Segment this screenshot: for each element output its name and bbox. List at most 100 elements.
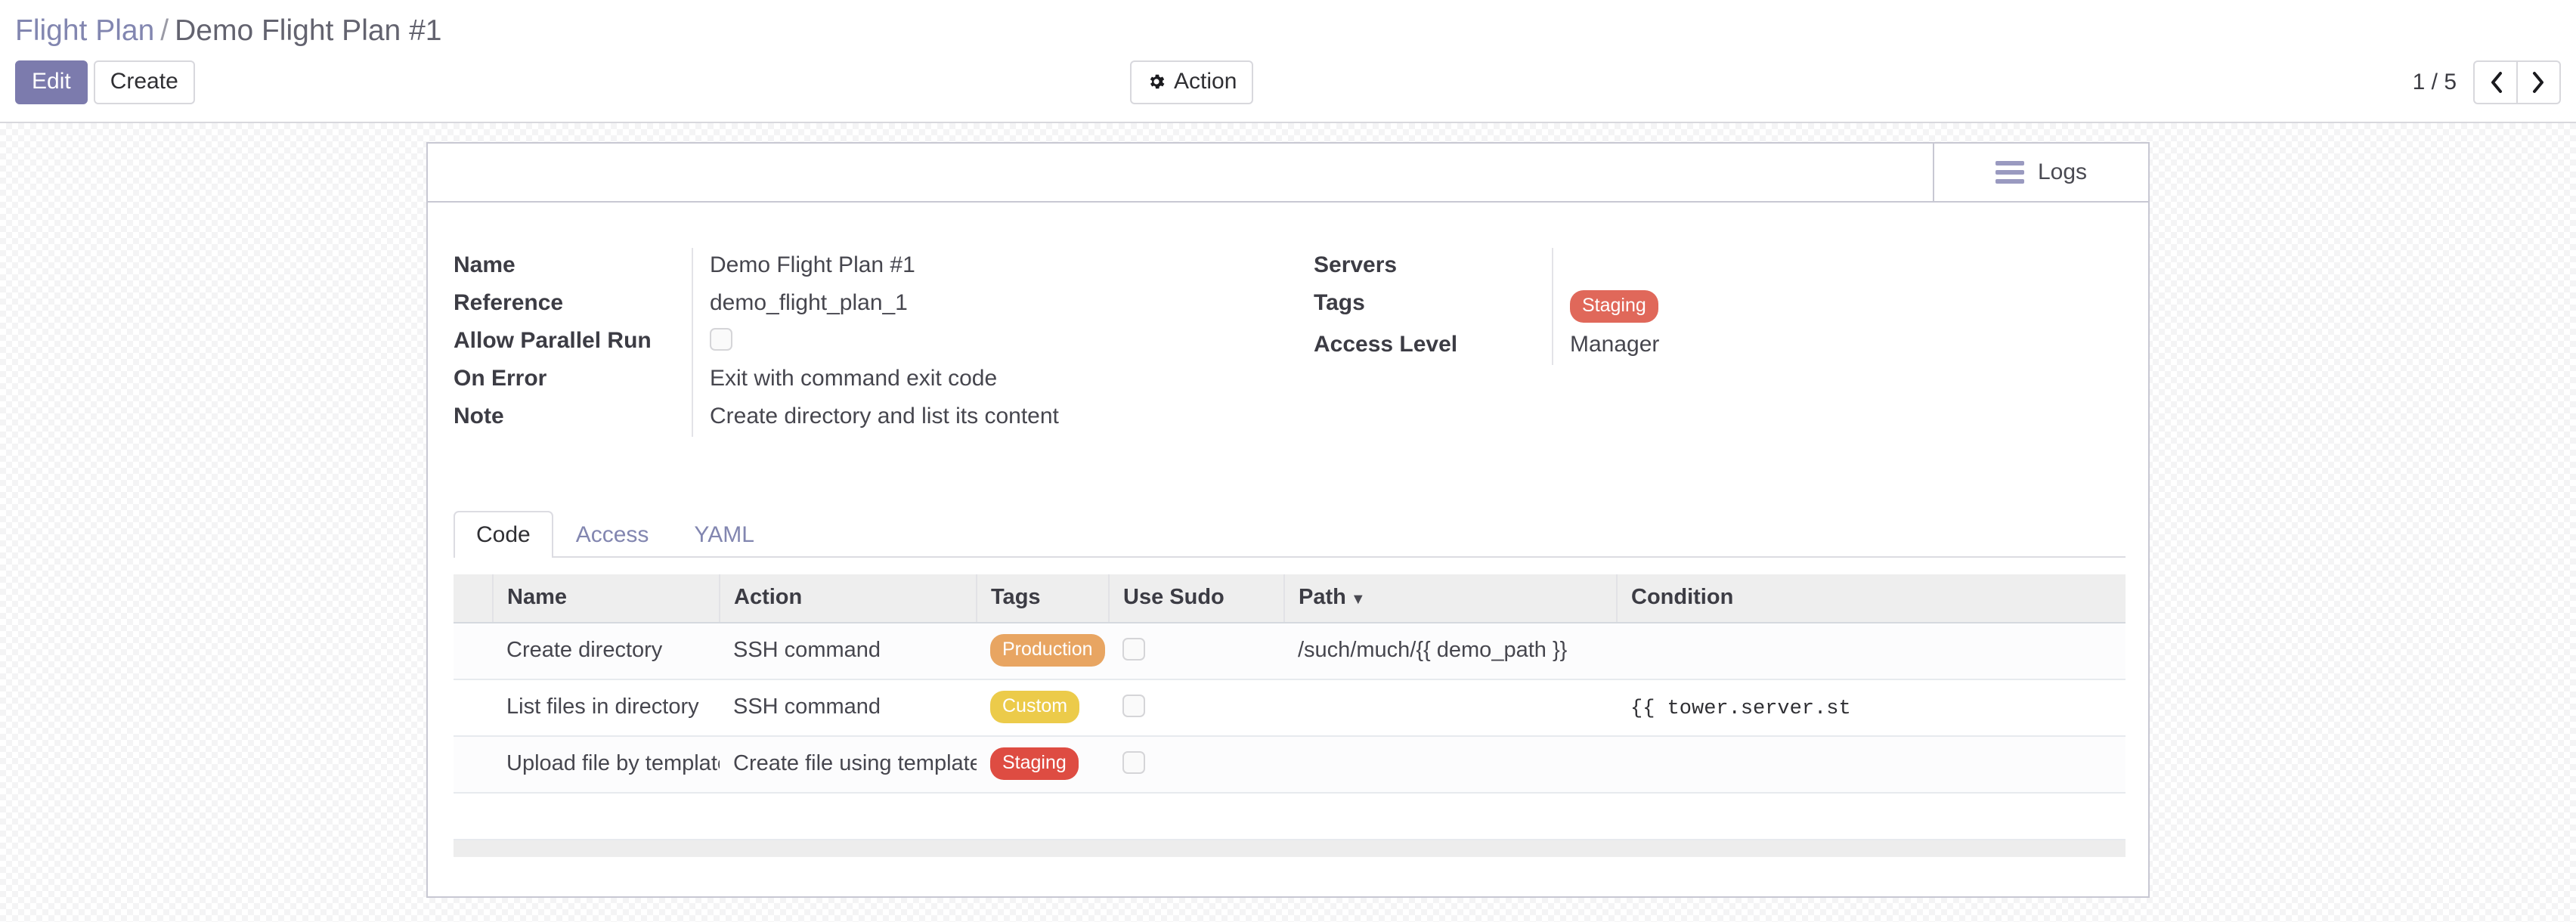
cell-path[interactable]: /such/much/{{ demo_path }} (1284, 623, 1617, 680)
steps-table-head: Name Action Tags Use Sudo Path ▼ Conditio… (454, 574, 2126, 623)
field-value-name[interactable]: Demo Flight Plan #1 (692, 248, 1258, 286)
cell-condition-text: {{ tower.server.st (1630, 697, 1851, 720)
field-row-on-error: On Error Exit with command exit code (454, 361, 1258, 399)
use-sudo-checkbox[interactable] (1122, 750, 1145, 774)
header-button-group: Edit Create (15, 60, 195, 104)
column-header-name[interactable]: Name (493, 574, 720, 623)
cell-name[interactable]: Create directory (493, 623, 720, 680)
gear-icon (1147, 72, 1166, 91)
field-label-on-error: On Error (454, 366, 547, 391)
cell-action[interactable]: SSH command (720, 623, 977, 680)
chevron-right-icon (2532, 72, 2543, 93)
field-row-name: Name Demo Flight Plan #1 (454, 248, 1258, 286)
cell-tags[interactable]: Production (977, 623, 1109, 680)
cell-tags[interactable]: Staging (977, 736, 1109, 794)
field-value-reference[interactable]: demo_flight_plan_1 (692, 286, 1258, 323)
bars-icon (1995, 161, 2024, 184)
field-group-right: Servers Tags Staging Access Level Manage… (1288, 248, 2148, 437)
tag-badge-production[interactable]: Production (990, 634, 1105, 667)
row-handle[interactable] (454, 623, 493, 680)
tab-code[interactable]: Code (454, 511, 553, 558)
list-view-wrapper: Name Action Tags Use Sudo Path ▼ Conditio… (454, 574, 2126, 857)
cell-action[interactable]: SSH command (720, 679, 977, 737)
action-menu-button[interactable]: Action (1130, 60, 1254, 104)
tag-badge-custom[interactable]: Custom (990, 691, 1080, 723)
field-groups: Name Demo Flight Plan #1 Reference demo_… (428, 203, 2148, 437)
table-header-row: Name Action Tags Use Sudo Path ▼ Conditio… (454, 574, 2126, 623)
field-row-reference: Reference demo_flight_plan_1 (454, 286, 1258, 323)
cell-path[interactable] (1284, 736, 1617, 794)
pager-next-button[interactable] (2517, 60, 2561, 104)
sort-descending-icon: ▼ (1350, 591, 1366, 608)
field-row-tags: Tags Staging (1314, 286, 2118, 327)
field-row-allow-parallel-run: Allow Parallel Run (454, 323, 1258, 361)
column-header-action[interactable]: Action (720, 574, 977, 623)
steps-table: Name Action Tags Use Sudo Path ▼ Conditio… (454, 574, 2126, 794)
pager-buttons (2473, 60, 2561, 104)
pager-counter[interactable]: 1 / 5 (2412, 70, 2457, 94)
allow-parallel-run-checkbox[interactable] (710, 328, 732, 351)
pager-previous-button[interactable] (2473, 60, 2517, 104)
notebook-tab-strip: Code Access YAML (454, 506, 2126, 558)
cell-name[interactable]: List files in directory (493, 679, 720, 737)
notebook: Code Access YAML Name Action Tags Use Su… (454, 506, 2126, 857)
cell-condition[interactable]: {{ tower.server.st (1617, 679, 2126, 737)
field-value-note[interactable]: Create directory and list its content (692, 399, 1258, 437)
cell-condition[interactable] (1617, 736, 2126, 794)
cell-condition[interactable] (1617, 623, 2126, 680)
breadcrumb-separator: / (160, 14, 169, 47)
tag-badge-staging[interactable]: Staging (1570, 290, 1658, 323)
cell-use-sudo[interactable] (1109, 736, 1284, 794)
field-group-left: Name Demo Flight Plan #1 Reference demo_… (428, 248, 1288, 437)
row-handle[interactable] (454, 679, 493, 737)
field-label-tags: Tags (1314, 290, 1365, 315)
use-sudo-checkbox[interactable] (1122, 694, 1145, 717)
action-menu-label: Action (1174, 69, 1237, 94)
field-value-on-error[interactable]: Exit with command exit code (692, 361, 1258, 399)
cell-use-sudo[interactable] (1109, 623, 1284, 680)
steps-table-body: Create directory SSH command Production … (454, 623, 2126, 794)
table-row[interactable]: Create directory SSH command Production … (454, 623, 2126, 680)
cell-tags[interactable]: Custom (977, 679, 1109, 737)
field-row-access-level: Access Level Manager (1314, 327, 2118, 365)
column-header-use-sudo[interactable]: Use Sudo (1109, 574, 1285, 623)
control-panel: Flight Plan / Demo Flight Plan #1 Edit Cre… (0, 0, 2576, 123)
column-header-handle (454, 574, 494, 623)
field-label-servers: Servers (1314, 252, 1398, 277)
column-header-condition[interactable]: Condition (1617, 574, 2126, 623)
form-canvas: Logs Name Demo Flight Plan #1 Reference … (0, 123, 2576, 922)
column-header-path-label: Path (1299, 585, 1346, 609)
breadcrumb-root-link[interactable]: Flight Plan (15, 14, 155, 47)
field-value-tags: Staging (1552, 286, 2118, 327)
field-label-reference: Reference (454, 290, 564, 315)
use-sudo-checkbox[interactable] (1122, 637, 1145, 661)
field-value-access-level[interactable]: Manager (1552, 327, 2118, 365)
breadcrumb: Flight Plan / Demo Flight Plan #1 (15, 14, 441, 48)
sheet-statusbar: Logs (428, 144, 2148, 203)
tag-badge-staging[interactable]: Staging (990, 747, 1079, 780)
column-header-path[interactable]: Path ▼ (1284, 574, 1618, 623)
field-label-note: Note (454, 404, 504, 429)
field-label-access-level: Access Level (1314, 332, 1458, 357)
field-row-note: Note Create directory and list its conte… (454, 399, 1258, 437)
list-horizontal-scrollbar[interactable] (454, 839, 2126, 857)
table-row[interactable]: Upload file by template Create file usin… (454, 736, 2126, 794)
cell-action[interactable]: Create file using template (720, 736, 977, 794)
field-label-name: Name (454, 252, 516, 277)
field-value-servers[interactable] (1552, 248, 2118, 286)
tab-access[interactable]: Access (575, 522, 649, 547)
action-menu-wrap: Action (1130, 60, 1254, 104)
create-button[interactable]: Create (93, 60, 195, 104)
row-handle[interactable] (454, 736, 493, 794)
field-value-allow-parallel-run (692, 323, 1258, 361)
column-header-tags[interactable]: Tags (977, 574, 1110, 623)
table-row[interactable]: List files in directory SSH command Cust… (454, 679, 2126, 737)
chevron-left-icon (2491, 72, 2502, 93)
cell-path[interactable] (1284, 679, 1617, 737)
cell-name[interactable]: Upload file by template (493, 736, 720, 794)
tab-yaml[interactable]: YAML (694, 522, 754, 547)
field-label-allow-parallel-run: Allow Parallel Run (454, 328, 652, 353)
cell-use-sudo[interactable] (1109, 679, 1284, 737)
edit-button[interactable]: Edit (15, 60, 88, 104)
logs-button[interactable]: Logs (1933, 144, 2148, 201)
